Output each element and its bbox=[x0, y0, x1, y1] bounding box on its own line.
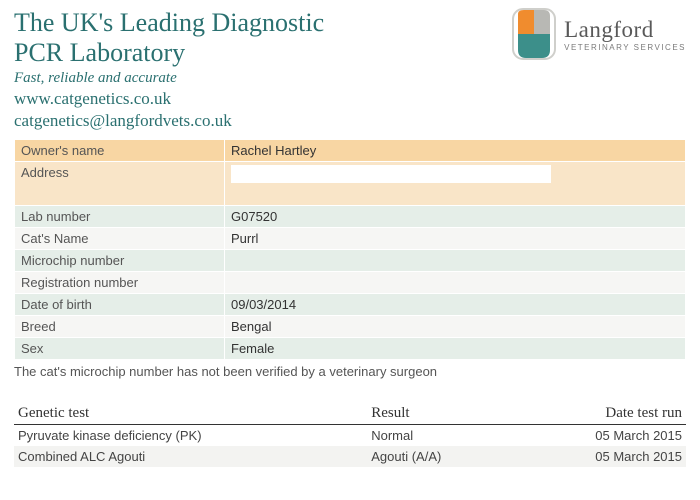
owner-label: Owner's name bbox=[15, 139, 225, 161]
registration-label: Registration number bbox=[15, 271, 225, 293]
test-date: 05 March 2015 bbox=[511, 446, 686, 467]
verification-note: The cat's microchip number has not been … bbox=[14, 364, 686, 379]
test-result: Normal bbox=[367, 424, 511, 446]
page-title-line2: PCR Laboratory bbox=[14, 38, 512, 68]
microchip-value bbox=[225, 249, 686, 271]
result-row: Combined ALC Agouti Agouti (A/A) 05 Marc… bbox=[14, 446, 686, 467]
row-lab: Lab number G07520 bbox=[15, 205, 686, 227]
results-header-row: Genetic test Result Date test run bbox=[14, 403, 686, 425]
header: The UK's Leading Diagnostic PCR Laborato… bbox=[14, 8, 686, 131]
address-label: Address bbox=[15, 161, 225, 205]
logo-text: Langford VETERINARY SERVICES bbox=[564, 17, 686, 52]
dob-value: 09/03/2014 bbox=[225, 293, 686, 315]
logo: Langford VETERINARY SERVICES bbox=[512, 8, 686, 60]
col-date: Date test run bbox=[511, 403, 686, 425]
col-test: Genetic test bbox=[14, 403, 367, 425]
breed-value: Bengal bbox=[225, 315, 686, 337]
info-table: Owner's name Rachel Hartley Address Lab … bbox=[14, 139, 686, 360]
sex-value: Female bbox=[225, 337, 686, 359]
tagline: Fast, reliable and accurate bbox=[14, 70, 512, 87]
lab-value: G07520 bbox=[225, 205, 686, 227]
test-result: Agouti (A/A) bbox=[367, 446, 511, 467]
logo-brand: Langford bbox=[564, 17, 686, 43]
header-text-block: The UK's Leading Diagnostic PCR Laborato… bbox=[14, 8, 512, 131]
catname-value: Purrl bbox=[225, 227, 686, 249]
email-link[interactable]: catgenetics@langfordvets.co.uk bbox=[14, 111, 512, 131]
dob-label: Date of birth bbox=[15, 293, 225, 315]
col-result: Result bbox=[367, 403, 511, 425]
website-link[interactable]: www.catgenetics.co.uk bbox=[14, 89, 512, 109]
logo-mark-icon bbox=[512, 8, 556, 60]
microchip-label: Microchip number bbox=[15, 249, 225, 271]
row-catname: Cat's Name Purrl bbox=[15, 227, 686, 249]
row-breed: Breed Bengal bbox=[15, 315, 686, 337]
test-date: 05 March 2015 bbox=[511, 424, 686, 446]
address-redaction bbox=[231, 165, 551, 183]
row-sex: Sex Female bbox=[15, 337, 686, 359]
owner-value: Rachel Hartley bbox=[225, 139, 686, 161]
page-title-line1: The UK's Leading Diagnostic bbox=[14, 8, 512, 38]
result-row: Pyruvate kinase deficiency (PK) Normal 0… bbox=[14, 424, 686, 446]
lab-label: Lab number bbox=[15, 205, 225, 227]
registration-value bbox=[225, 271, 686, 293]
row-address: Address bbox=[15, 161, 686, 205]
test-name: Pyruvate kinase deficiency (PK) bbox=[14, 424, 367, 446]
row-microchip: Microchip number bbox=[15, 249, 686, 271]
results-table: Genetic test Result Date test run Pyruva… bbox=[14, 403, 686, 467]
test-name: Combined ALC Agouti bbox=[14, 446, 367, 467]
logo-subtitle: VETERINARY SERVICES bbox=[564, 43, 686, 52]
breed-label: Breed bbox=[15, 315, 225, 337]
sex-label: Sex bbox=[15, 337, 225, 359]
address-value bbox=[225, 161, 686, 205]
row-registration: Registration number bbox=[15, 271, 686, 293]
row-dob: Date of birth 09/03/2014 bbox=[15, 293, 686, 315]
catname-label: Cat's Name bbox=[15, 227, 225, 249]
row-owner: Owner's name Rachel Hartley bbox=[15, 139, 686, 161]
